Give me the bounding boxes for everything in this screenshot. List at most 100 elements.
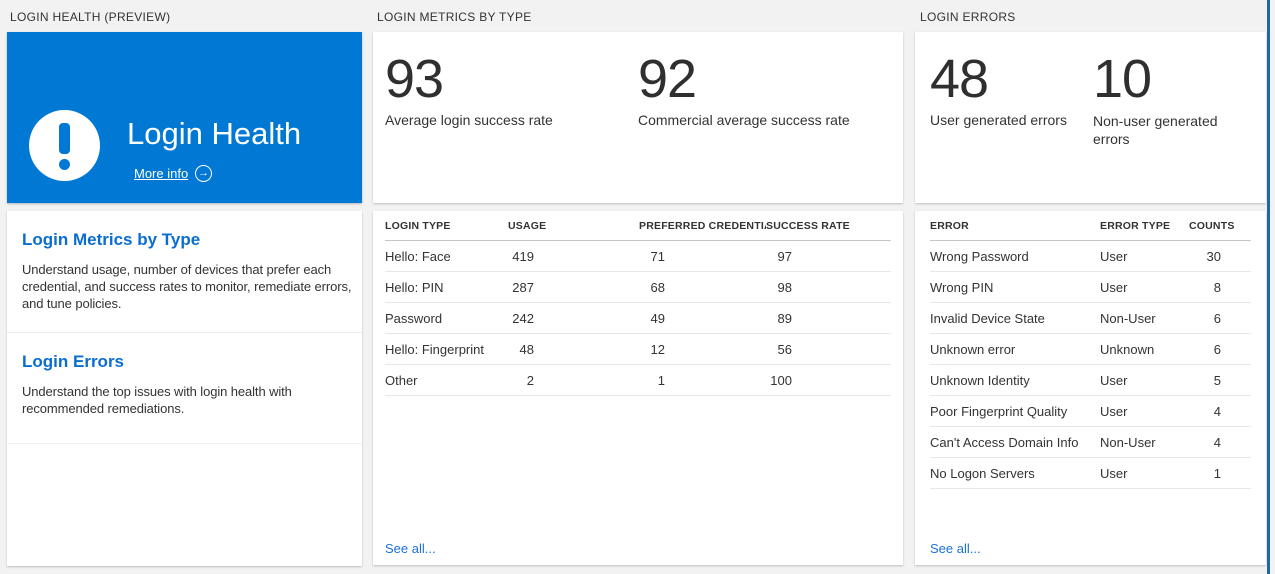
table-row[interactable]: No Logon Servers User 1 bbox=[930, 458, 1251, 489]
table-cell: Poor Fingerprint Quality bbox=[930, 403, 1068, 419]
table-row[interactable]: Hello: Fingerprint 48 12 56 bbox=[385, 334, 891, 365]
stat-label: Average login success rate bbox=[385, 112, 553, 128]
stat-value: 10 bbox=[1093, 49, 1152, 109]
table-cell: Unknown bbox=[1100, 341, 1155, 357]
table-cell: 89 bbox=[777, 310, 792, 326]
table-cell: Non-User bbox=[1100, 310, 1156, 326]
login-errors-table-card: ERROR ERROR TYPE COUNTS Wrong Password User 3… bbox=[915, 211, 1266, 565]
login-metrics-stats-card: 93 Average login success rate 92 Commerc… bbox=[373, 32, 903, 203]
table-cell: 68 bbox=[650, 279, 665, 295]
column-header: ERROR TYPE bbox=[1100, 219, 1171, 232]
table-cell: Invalid Device State bbox=[930, 310, 1045, 326]
stat-average-success-rate: 93 Average login success rate bbox=[385, 50, 553, 128]
table-cell: 6 bbox=[1213, 341, 1221, 357]
column-header: USAGE bbox=[508, 219, 547, 232]
table-cell: 98 bbox=[777, 279, 792, 295]
login-metrics-table: LOGIN TYPE USAGE PREFERRED CREDENTIAL SUCCE… bbox=[385, 211, 891, 396]
adjacent-blade-edge bbox=[1267, 0, 1270, 574]
column-header: LOGIN TYPE bbox=[385, 219, 451, 232]
link-title: Login Errors bbox=[22, 352, 125, 371]
table-row[interactable]: Wrong Password User 30 bbox=[930, 241, 1251, 272]
section-header-login-errors: LOGIN ERRORS bbox=[920, 10, 1016, 24]
table-row[interactable]: Other 2 1 100 bbox=[385, 365, 891, 396]
table-cell: Hello: Fingerprint bbox=[385, 341, 484, 357]
section-header-login-health: LOGIN HEALTH (PREVIEW) bbox=[10, 10, 171, 24]
link-item-login-errors[interactable]: Login Errors Understand the top issues w… bbox=[7, 333, 362, 444]
exclamation-icon bbox=[29, 110, 100, 181]
table-row[interactable]: Can't Access Domain Info Non-User 4 bbox=[930, 427, 1251, 458]
table-cell: Password bbox=[385, 310, 443, 326]
table-cell: Wrong PIN bbox=[930, 279, 994, 295]
stat-value: 92 bbox=[638, 49, 697, 109]
login-health-tile[interactable]: Login Health More info → bbox=[7, 32, 362, 203]
stat-value: 93 bbox=[385, 49, 444, 109]
table-cell: Hello: Face bbox=[385, 248, 451, 264]
table-row[interactable]: Wrong PIN User 8 bbox=[930, 272, 1251, 303]
login-metrics-table-card: LOGIN TYPE USAGE PREFERRED CREDENTIAL SUCCE… bbox=[373, 211, 903, 565]
arrow-right-circle-icon[interactable]: → bbox=[195, 165, 212, 182]
table-cell: User bbox=[1100, 279, 1128, 295]
more-info-link[interactable]: More info bbox=[134, 166, 189, 181]
table-cell: Unknown error bbox=[930, 341, 1016, 357]
table-cell: 4 bbox=[1213, 434, 1221, 450]
stat-value: 48 bbox=[930, 49, 989, 109]
section-header-login-metrics: LOGIN METRICS BY TYPE bbox=[377, 10, 532, 24]
table-cell: Wrong Password bbox=[930, 248, 1029, 264]
table-cell: 48 bbox=[519, 341, 534, 357]
table-cell: User bbox=[1100, 465, 1128, 481]
table-header-row: LOGIN TYPE USAGE PREFERRED CREDENTIAL SUCCE… bbox=[385, 211, 891, 241]
table-row[interactable]: Invalid Device State Non-User 6 bbox=[930, 303, 1251, 334]
column-header: SUCCESS RATE bbox=[766, 219, 850, 232]
table-row[interactable]: Hello: Face 419 71 97 bbox=[385, 241, 891, 272]
table-cell: 6 bbox=[1213, 310, 1221, 326]
table-cell: 100 bbox=[770, 372, 792, 388]
table-row[interactable]: Password 242 49 89 bbox=[385, 303, 891, 334]
table-row[interactable]: Poor Fingerprint Quality User 4 bbox=[930, 396, 1251, 427]
table-cell: 8 bbox=[1213, 279, 1221, 295]
table-cell: User bbox=[1100, 372, 1128, 388]
table-row[interactable]: Unknown error Unknown 6 bbox=[930, 334, 1251, 365]
table-cell: 4 bbox=[1213, 403, 1221, 419]
table-header-row: ERROR ERROR TYPE COUNTS bbox=[930, 211, 1251, 241]
table-cell: 5 bbox=[1213, 372, 1221, 388]
table-cell: Unknown Identity bbox=[930, 372, 1030, 388]
login-errors-stats-card: 48 User generated errors 10 Non-user gen… bbox=[915, 32, 1266, 203]
login-errors-table: ERROR ERROR TYPE COUNTS Wrong Password User 3… bbox=[930, 211, 1251, 489]
link-item-login-metrics[interactable]: Login Metrics by Type Understand usage, … bbox=[7, 211, 362, 333]
table-cell: Can't Access Domain Info bbox=[930, 434, 1079, 450]
table-row[interactable]: Unknown Identity User 5 bbox=[930, 365, 1251, 396]
column-header: COUNTS bbox=[1189, 219, 1235, 232]
table-cell: 49 bbox=[650, 310, 665, 326]
table-cell: 287 bbox=[512, 279, 534, 295]
table-cell: 2 bbox=[526, 372, 534, 388]
table-cell: No Logon Servers bbox=[930, 465, 1035, 481]
stat-label: Commercial average success rate bbox=[638, 112, 850, 128]
stat-non-user-errors: 10 Non-user generated errors bbox=[1093, 50, 1233, 148]
table-cell: User bbox=[1100, 248, 1128, 264]
table-cell: Other bbox=[385, 372, 418, 388]
table-cell: 242 bbox=[512, 310, 534, 326]
table-cell: User bbox=[1100, 403, 1128, 419]
table-cell: 419 bbox=[512, 248, 534, 264]
table-cell: 1 bbox=[657, 372, 665, 388]
table-cell: 30 bbox=[1206, 248, 1221, 264]
see-all-link-metrics[interactable]: See all... bbox=[385, 541, 436, 556]
stat-label: User generated errors bbox=[930, 112, 1067, 128]
table-cell: 12 bbox=[650, 341, 665, 357]
link-description: Understand usage, number of devices that… bbox=[22, 262, 352, 311]
login-health-links-card: Login Metrics by Type Understand usage, … bbox=[7, 211, 362, 566]
column-header: ERROR bbox=[930, 219, 969, 232]
link-description: Understand the top issues with login hea… bbox=[22, 384, 292, 416]
table-cell: 97 bbox=[777, 248, 792, 264]
table-cell: 1 bbox=[1213, 465, 1221, 481]
table-cell: 71 bbox=[650, 248, 665, 264]
stat-user-errors: 48 User generated errors bbox=[930, 50, 1067, 128]
see-all-link-errors[interactable]: See all... bbox=[930, 541, 981, 556]
stat-commercial-success-rate: 92 Commercial average success rate bbox=[638, 50, 850, 128]
column-header: PREFERRED CREDENTIAL bbox=[639, 219, 766, 232]
table-cell: Hello: PIN bbox=[385, 279, 444, 295]
table-cell: 56 bbox=[777, 341, 792, 357]
stat-label: Non-user generated errors bbox=[1093, 113, 1218, 147]
table-row[interactable]: Hello: PIN 287 68 98 bbox=[385, 272, 891, 303]
